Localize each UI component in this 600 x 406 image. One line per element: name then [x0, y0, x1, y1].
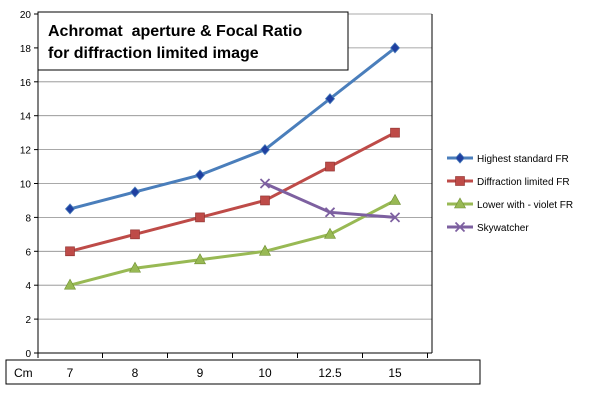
data-point-x: [259, 178, 271, 189]
x-tick-label: 15: [388, 366, 402, 380]
data-point-triangle: [388, 193, 402, 205]
series-line: [69, 199, 396, 287]
data-point-triangle: [258, 244, 272, 256]
series-3: [63, 193, 402, 290]
legend-item: Highest standard FR: [447, 152, 569, 165]
data-point-triangle: [128, 261, 142, 273]
data-point-triangle: [193, 253, 207, 265]
x-category-row: [5, 359, 481, 385]
data-point-square: [130, 229, 140, 240]
x-tick-label: 9: [197, 366, 204, 380]
x-marker-stroke: [324, 207, 336, 218]
y-tick-label: 10: [20, 180, 32, 191]
legend-item: Skywatcher: [447, 221, 529, 234]
data-point-diamond: [64, 203, 76, 215]
legend-item: Diffraction limited FR: [447, 176, 570, 188]
data-point-diamond: [129, 186, 141, 198]
x-axis-label: Cm: [14, 366, 33, 380]
x-tick-label: 7: [67, 366, 74, 380]
axes: 0 2 4 6 8 10 12 14 16 18 20 Cm 7 8 9 10 12.5 15: [5, 10, 481, 385]
y-tick-label: 4: [25, 281, 31, 292]
data-point-diamond: [454, 152, 466, 164]
title-frame: [37, 11, 349, 71]
data-point-diamond: [389, 42, 401, 54]
legend-label: Diffraction limited FR: [477, 177, 570, 188]
data-point-x: [324, 207, 336, 218]
x-marker-stroke: [454, 221, 466, 233]
y-tick-label: 18: [20, 44, 32, 55]
x-tick-label: 12.5: [318, 366, 342, 380]
legend-label: Lower with - violet FR: [477, 200, 573, 211]
data-point-square: [260, 195, 270, 206]
data-point-square: [390, 127, 400, 138]
series-1: [64, 42, 401, 215]
y-tick-label: 6: [25, 247, 31, 258]
data-point-square: [455, 176, 465, 186]
x-marker-stroke: [389, 212, 401, 223]
data-point-x: [389, 212, 401, 223]
chart-title-line-2: for diffraction limited image: [48, 45, 259, 62]
y-tick-label: 12: [20, 146, 32, 157]
y-tick-label: 2: [25, 315, 31, 326]
series-line: [69, 46, 396, 211]
y-tick-label: 0: [25, 349, 31, 360]
y-tick-label: 8: [25, 213, 31, 224]
legend: Highest standard FR Diffraction limited F…: [447, 152, 573, 234]
x-marker-stroke: [259, 178, 271, 189]
data-point-triangle: [453, 197, 467, 209]
data-point-triangle: [323, 227, 337, 239]
chart-title-box: Achromat aperture & Focal Ratio for diff…: [37, 11, 349, 71]
y-tick-label: 14: [20, 112, 32, 123]
legend-label: Highest standard FR: [477, 154, 569, 165]
data-point-diamond: [259, 144, 271, 156]
data-point-diamond: [194, 169, 206, 181]
data-point-square: [195, 212, 205, 223]
legend-item: Lower with - violet FR: [447, 197, 573, 211]
x-tick-label: 8: [132, 366, 139, 380]
x-tick-label: 10: [258, 366, 272, 380]
legend-label: Skywatcher: [477, 223, 529, 234]
series-layer: [63, 42, 402, 290]
data-point-square: [325, 161, 335, 172]
series-4: [259, 178, 401, 223]
data-point-x: [454, 221, 466, 233]
data-point-square: [65, 246, 75, 257]
data-point-triangle: [63, 278, 77, 290]
data-point-diamond: [324, 93, 336, 105]
series-line: [69, 131, 396, 253]
y-tick-label: 16: [20, 78, 32, 89]
series-2: [65, 127, 400, 257]
y-tick-label: 20: [20, 10, 32, 21]
chart-title-line-1: Achromat aperture & Focal Ratio: [48, 23, 303, 40]
